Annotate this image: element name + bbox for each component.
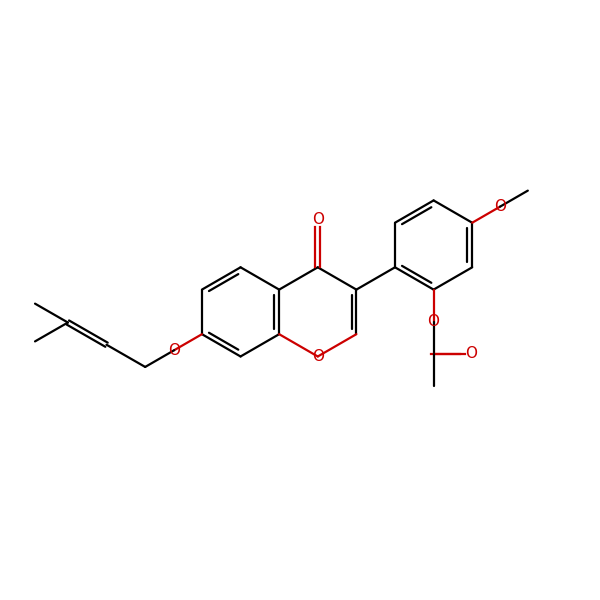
Text: O: O — [168, 343, 180, 358]
Text: O: O — [428, 314, 440, 329]
Text: O: O — [312, 349, 324, 364]
Text: O: O — [466, 346, 478, 361]
Text: O: O — [312, 212, 324, 227]
Text: O: O — [494, 199, 506, 214]
